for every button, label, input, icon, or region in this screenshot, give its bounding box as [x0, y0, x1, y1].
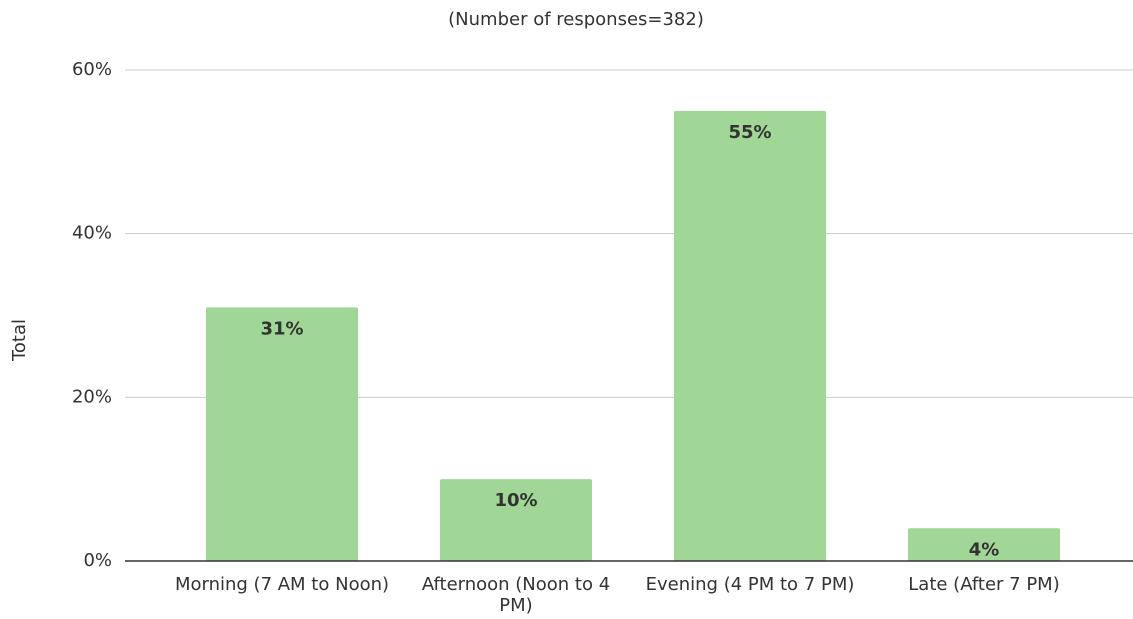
bar: [206, 307, 358, 561]
x-tick-label: Afternoon (Noon to 4 PM): [422, 574, 610, 616]
y-tick-label: 60%: [72, 59, 112, 80]
chart-subtitle: (Number of responses=382): [448, 9, 704, 30]
data-label: 4%: [969, 539, 1000, 560]
bar: [674, 110, 826, 562]
data-label: 55%: [728, 122, 771, 143]
data-label: 31%: [260, 318, 303, 339]
bar: [908, 528, 1060, 561]
x-tick-label: Evening (4 PM to 7 PM): [646, 574, 855, 595]
bar: [440, 479, 592, 561]
x-tick-label: Late (After 7 PM): [908, 574, 1059, 595]
data-label: 10%: [494, 490, 537, 511]
y-tick-label: 20%: [72, 386, 112, 407]
y-tick-label: 40%: [72, 223, 112, 244]
y-axis-label: Total: [9, 319, 30, 362]
y-tick-label: 0%: [83, 550, 112, 571]
x-tick-label: Morning (7 AM to Noon): [175, 574, 389, 595]
